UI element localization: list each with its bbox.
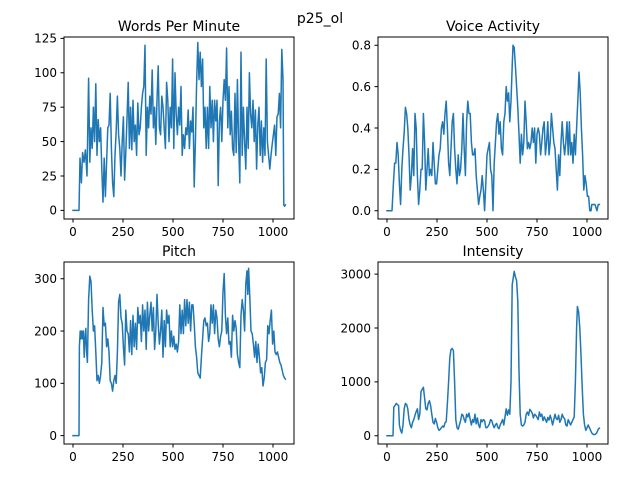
intensity-ytick-label: 1000 (340, 375, 371, 389)
wpm-ytick-label: 25 (42, 169, 57, 183)
wpm-xtick-label: 0 (69, 225, 77, 239)
pitch-title: Pitch (162, 244, 196, 260)
wpm-ytick-label: 100 (34, 66, 57, 80)
voice-activity-ytick-label: 0.4 (352, 121, 371, 135)
pitch-ytick-label: 0 (49, 429, 57, 443)
intensity-ytick-label: 0 (363, 429, 371, 443)
pitch-ytick-label: 300 (34, 272, 57, 286)
pitch-axes-frame (63, 261, 295, 445)
intensity-ytick-label: 2000 (340, 321, 371, 335)
pitch-xtick-label: 750 (212, 450, 235, 464)
pitch-xtick-label: 250 (112, 450, 135, 464)
intensity-xtick-label: 250 (426, 450, 449, 464)
voice-activity-xtick-label: 500 (476, 225, 499, 239)
voice-activity-ytick-label: 0.8 (352, 39, 371, 53)
wpm-xtick-label: 750 (212, 225, 235, 239)
wpm-ytick-label: 75 (42, 100, 57, 114)
subplot-intensity: Intensity 0 250 500 750 1000 0 1000 2000 3000 (340, 244, 609, 464)
pitch-ytick-label: 100 (34, 377, 57, 391)
voice-activity-xtick-label: 750 (526, 225, 549, 239)
intensity-xtick-label: 1000 (572, 450, 603, 464)
voice-activity-xtick-label: 0 (383, 225, 391, 239)
intensity-title: Intensity (463, 244, 524, 260)
intensity-ytick-label: 3000 (340, 267, 371, 281)
wpm-xtick-label: 250 (112, 225, 135, 239)
wpm-ytick-label: 50 (42, 135, 57, 149)
intensity-series-line (386, 270, 601, 437)
figure-suptitle: p25_ol (297, 11, 343, 27)
pitch-ytick-label: 200 (34, 324, 57, 338)
wpm-ytick-label: 125 (34, 32, 57, 46)
wpm-axes-frame (63, 36, 295, 220)
subplot-wpm: Words Per Minute 0 250 500 750 1000 0 25 50 75 100… (34, 19, 295, 239)
voice-activity-ytick-label: 0.2 (352, 163, 371, 177)
wpm-xtick-label: 1000 (258, 225, 289, 239)
voice-activity-title: Voice Activity (446, 19, 540, 35)
voice-activity-ytick-label: 0.6 (352, 80, 371, 94)
intensity-xtick-label: 0 (383, 450, 391, 464)
wpm-ytick-label: 0 (49, 204, 57, 218)
pitch-xtick-label: 1000 (258, 450, 289, 464)
wpm-series-line (72, 41, 287, 212)
voice-activity-ytick-label: 0.0 (352, 204, 371, 218)
voice-activity-series-line (386, 44, 601, 212)
wpm-title: Words Per Minute (118, 19, 240, 35)
subplot-voice-activity: Voice Activity 0 250 500 750 1000 0.0 0.2 0.4 0.6… (352, 19, 609, 239)
pitch-xtick-label: 500 (162, 450, 185, 464)
pitch-xtick-label: 0 (69, 450, 77, 464)
intensity-xtick-label: 750 (526, 450, 549, 464)
pitch-series-line (72, 267, 287, 437)
wpm-xtick-label: 500 (162, 225, 185, 239)
intensity-xtick-label: 500 (476, 450, 499, 464)
voice-activity-xtick-label: 250 (426, 225, 449, 239)
voice-activity-xtick-label: 1000 (572, 225, 603, 239)
intensity-axes-frame (377, 261, 609, 445)
subplot-pitch: Pitch 0 250 500 750 1000 0 100 200 300 (34, 244, 295, 464)
